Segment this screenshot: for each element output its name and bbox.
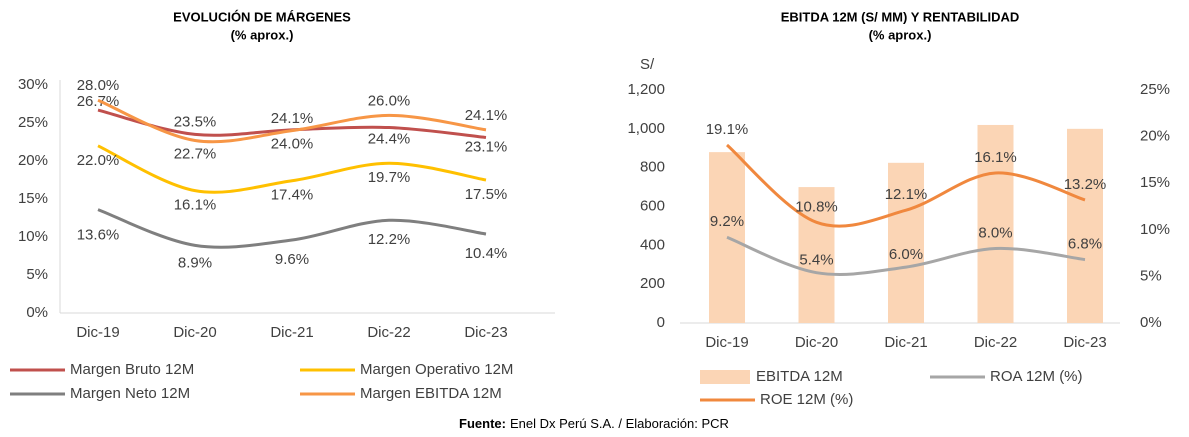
- data-label: 26.0%: [368, 92, 411, 109]
- x-tick-label: Dic-20: [795, 334, 838, 351]
- data-label: 19.1%: [706, 121, 749, 138]
- y-tick-label: 200: [640, 275, 665, 292]
- source-text: Enel Dx Perú S.A. / Elaboración: PCR: [510, 416, 729, 431]
- y-tick-label: 0: [657, 314, 665, 331]
- data-label: 13.2%: [1064, 176, 1107, 193]
- bar: [798, 187, 835, 323]
- legend-label: Margen Bruto 12M: [70, 361, 194, 378]
- data-label: 17.5%: [465, 186, 508, 203]
- x-tick-label: Dic-21: [884, 334, 927, 351]
- data-label: 13.6%: [77, 227, 120, 244]
- data-label: 24.1%: [271, 110, 314, 127]
- data-label: 24.1%: [465, 107, 508, 124]
- x-tick-label: Dic-19: [76, 324, 119, 341]
- data-label: 23.5%: [174, 113, 217, 130]
- x-tick-label: Dic-23: [464, 324, 507, 341]
- source-label: Fuente:: [459, 416, 506, 431]
- chart-subtitle: (% aprox.): [869, 27, 932, 42]
- line-series: [726, 235, 1086, 276]
- y2-tick-label: 25%: [1140, 81, 1170, 98]
- chart-title: EBITDA 12M (S/ MM) Y RENTABILIDAD: [781, 9, 1020, 24]
- data-label: 10.4%: [465, 245, 508, 262]
- y-tick-label: 5%: [26, 266, 48, 283]
- y-tick-label: 800: [640, 159, 665, 176]
- legend-label: Margen Neto 12M: [70, 385, 190, 402]
- data-label: 22.7%: [174, 145, 217, 162]
- data-label: 12.1%: [885, 186, 928, 203]
- data-label: 24.4%: [368, 131, 411, 148]
- data-label: 10.8%: [795, 198, 838, 215]
- y-tick-label: 600: [640, 197, 665, 214]
- line-series: [726, 143, 1086, 228]
- y-axis-label: S/: [640, 56, 655, 73]
- data-label: 16.1%: [974, 149, 1017, 166]
- data-label: 9.6%: [275, 251, 309, 268]
- y2-tick-label: 15%: [1140, 174, 1170, 191]
- x-tick-label: Dic-22: [367, 324, 410, 341]
- legend-swatch: [700, 370, 750, 384]
- data-label: 23.1%: [465, 138, 508, 155]
- data-label: 6.8%: [1068, 236, 1102, 253]
- legend-label: EBITDA 12M: [756, 368, 843, 385]
- legend-label: Margen EBITDA 12M: [360, 385, 502, 402]
- y2-tick-label: 10%: [1140, 221, 1170, 238]
- x-tick-label: Dic-22: [974, 334, 1017, 351]
- y-tick-label: 10%: [18, 228, 48, 245]
- y-tick-label: 30%: [18, 76, 48, 93]
- data-label: 19.7%: [368, 169, 411, 186]
- bar: [977, 124, 1014, 323]
- data-label: 12.2%: [368, 231, 411, 248]
- y-tick-label: 1,000: [627, 120, 665, 137]
- x-tick-label: Dic-21: [270, 324, 313, 341]
- x-tick-label: Dic-23: [1063, 334, 1106, 351]
- y2-tick-label: 0%: [1140, 314, 1162, 331]
- x-tick-label: Dic-20: [173, 324, 216, 341]
- line-series: [97, 208, 487, 249]
- source: Fuente: Enel Dx Perú S.A. / Elaboración: …: [459, 416, 729, 431]
- y-tick-label: 400: [640, 236, 665, 253]
- y-tick-label: 1,200: [627, 81, 665, 98]
- y-tick-label: 25%: [18, 114, 48, 131]
- x-tick-label: Dic-19: [705, 334, 748, 351]
- data-label: 5.4%: [799, 252, 833, 269]
- y-tick-label: 0%: [26, 304, 48, 321]
- line-series: [97, 98, 487, 144]
- y-tick-label: 15%: [18, 190, 48, 207]
- bar: [1067, 128, 1103, 323]
- legend-label: ROA 12M (%): [990, 368, 1083, 385]
- data-label: 16.1%: [174, 197, 217, 214]
- chart-subtitle: (% aprox.): [231, 27, 294, 42]
- data-label: 8.0%: [978, 224, 1012, 241]
- data-label: 24.0%: [271, 136, 314, 153]
- data-label: 17.4%: [271, 187, 314, 204]
- y2-tick-label: 5%: [1140, 267, 1162, 284]
- y-tick-label: 20%: [18, 152, 48, 169]
- data-label: 6.0%: [889, 246, 923, 263]
- data-label: 9.2%: [710, 213, 744, 230]
- bar: [888, 162, 924, 323]
- legend-label: ROE 12M (%): [760, 391, 853, 408]
- data-label: 28.0%: [77, 77, 120, 94]
- data-label: 22.0%: [77, 152, 120, 169]
- data-label: 8.9%: [178, 254, 212, 271]
- chart-title: EVOLUCIÓN DE MÁRGENES: [173, 9, 351, 24]
- y2-tick-label: 20%: [1140, 128, 1170, 145]
- legend-label: Margen Operativo 12M: [360, 361, 513, 378]
- line-series: [97, 144, 487, 194]
